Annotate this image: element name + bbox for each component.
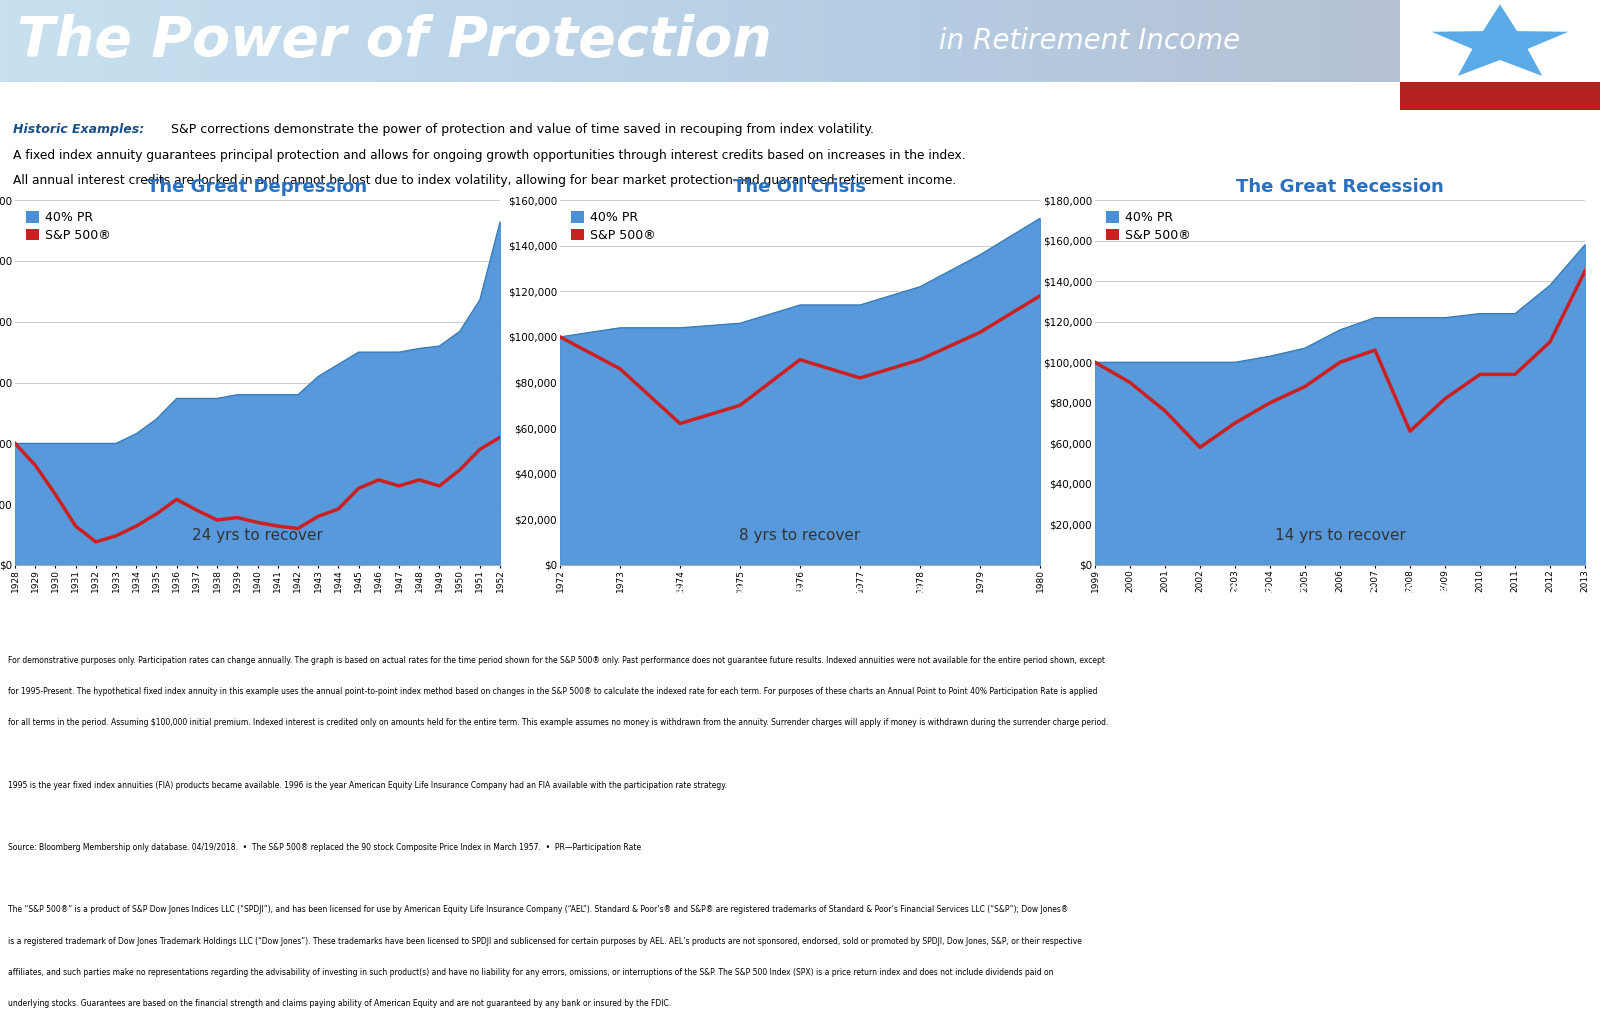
Legend: 40% PR, S&P 500®: 40% PR, S&P 500® xyxy=(21,206,115,246)
Text: in Retirement Income: in Retirement Income xyxy=(930,27,1240,55)
Text: 1995 is the year fixed index annuities (FIA) products became available. 1996 is : 1995 is the year fixed index annuities (… xyxy=(8,781,726,790)
Text: 8 yrs to recover: 8 yrs to recover xyxy=(739,528,861,543)
Legend: 40% PR, S&P 500®: 40% PR, S&P 500® xyxy=(566,206,661,246)
Text: Historic Examples:: Historic Examples: xyxy=(13,123,144,136)
Text: is a registered trademark of Dow Jones Trademark Holdings LLC (“Dow Jones”). The: is a registered trademark of Dow Jones T… xyxy=(8,936,1082,945)
Text: Without protection, when the S&P 500®
experiences a correction, it can take seve: Without protection, when the S&P 500® ex… xyxy=(1195,584,1485,626)
Text: for all terms in the period. Assuming $100,000 initial premium. Indexed interest: for all terms in the period. Assuming $1… xyxy=(8,718,1109,727)
Title: The Great Recession: The Great Recession xyxy=(1237,178,1443,196)
Legend: 40% PR, S&P 500®: 40% PR, S&P 500® xyxy=(1101,206,1195,246)
Text: 14 yrs to recover: 14 yrs to recover xyxy=(1275,528,1405,543)
Text: For demonstrative purposes only. Participation rates can change annually. The gr: For demonstrative purposes only. Partici… xyxy=(8,655,1106,665)
Text: The “S&P 500®” is a product of S&P Dow Jones Indices LLC (“SPDJI”), and has been: The “S&P 500®” is a product of S&P Dow J… xyxy=(8,906,1069,914)
Text: A fixed index annuity guarantees principal protection and allows for ongoing gro: A fixed index annuity guarantees princip… xyxy=(13,148,965,162)
Title: The Great Depression: The Great Depression xyxy=(147,178,368,196)
Text: affiliates, and such parties make no representations regarding the advisability : affiliates, and such parties make no rep… xyxy=(8,968,1053,977)
Bar xyxy=(1400,82,1600,110)
Text: The Power of Protection: The Power of Protection xyxy=(16,14,771,68)
Text: S&P corrections demonstrate the power of protection and value of time saved in r: S&P corrections demonstrate the power of… xyxy=(163,123,874,136)
Text: 24 yrs to recover: 24 yrs to recover xyxy=(192,528,323,543)
Title: The Oil Crisis: The Oil Crisis xyxy=(733,178,867,196)
Text: Premiums are secure and principal is guaranteed
never to be lost due to index vo: Premiums are secure and principal is gua… xyxy=(98,591,418,619)
Text: Each year, interest credited to the contract is locked
in, so you get the index': Each year, interest credited to the cont… xyxy=(624,584,976,626)
Text: Source: Bloomberg Membership only database. 04/19/2018.  •  The S&P 500® replace: Source: Bloomberg Membership only databa… xyxy=(8,843,642,852)
Text: underlying stocks. Guarantees are based on the financial strength and claims pay: underlying stocks. Guarantees are based … xyxy=(8,999,670,1008)
Text: All annual interest credits are locked in and cannot be lost due to index volati: All annual interest credits are locked i… xyxy=(13,174,957,187)
Text: for 1995-Present. The hypothetical fixed index annuity in this example uses the : for 1995-Present. The hypothetical fixed… xyxy=(8,687,1098,696)
Polygon shape xyxy=(1432,4,1568,76)
